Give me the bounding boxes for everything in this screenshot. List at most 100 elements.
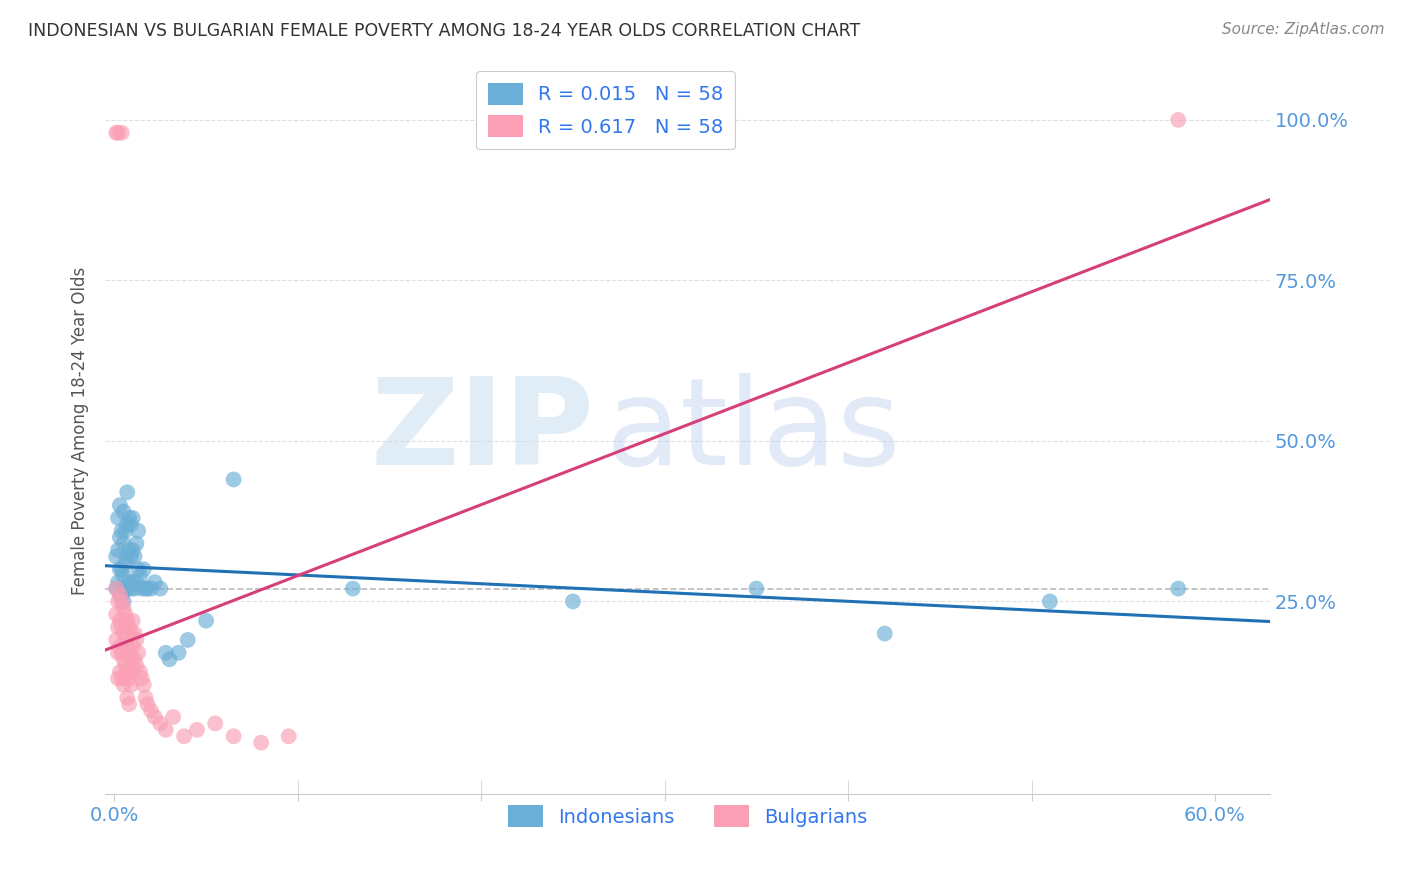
Point — [107, 126, 129, 140]
Point — [115, 485, 138, 500]
Point — [277, 729, 299, 743]
Point — [115, 549, 138, 564]
Point — [342, 582, 364, 596]
Point — [143, 575, 166, 590]
Point — [108, 640, 131, 654]
Point — [115, 582, 138, 596]
Point — [105, 126, 128, 140]
Point — [107, 594, 129, 608]
Point — [167, 646, 190, 660]
Point — [222, 472, 245, 486]
Point — [120, 582, 142, 596]
Point — [120, 549, 142, 564]
Point — [105, 549, 128, 564]
Point — [157, 652, 180, 666]
Point — [120, 626, 142, 640]
Point — [114, 658, 136, 673]
Point — [120, 678, 142, 692]
Point — [107, 620, 129, 634]
Point — [121, 665, 143, 679]
Point — [112, 600, 135, 615]
Point — [115, 640, 138, 654]
Point — [155, 646, 177, 660]
Point — [149, 716, 172, 731]
Point — [135, 582, 157, 596]
Point — [124, 582, 146, 596]
Point — [108, 498, 131, 512]
Point — [124, 626, 146, 640]
Point — [143, 710, 166, 724]
Point — [112, 594, 135, 608]
Point — [745, 582, 768, 596]
Point — [125, 658, 148, 673]
Point — [131, 672, 153, 686]
Point — [105, 582, 128, 596]
Point — [112, 504, 135, 518]
Point — [115, 517, 138, 532]
Point — [121, 511, 143, 525]
Text: INDONESIAN VS BULGARIAN FEMALE POVERTY AMONG 18-24 YEAR OLDS CORRELATION CHART: INDONESIAN VS BULGARIAN FEMALE POVERTY A… — [28, 22, 860, 40]
Point — [127, 562, 149, 576]
Point — [105, 582, 128, 596]
Point — [111, 594, 134, 608]
Point — [149, 582, 172, 596]
Point — [108, 588, 131, 602]
Point — [114, 556, 136, 570]
Y-axis label: Female Poverty Among 18-24 Year Olds: Female Poverty Among 18-24 Year Olds — [72, 268, 89, 595]
Point — [114, 607, 136, 622]
Point — [114, 524, 136, 538]
Point — [107, 575, 129, 590]
Point — [105, 632, 128, 647]
Point — [107, 646, 129, 660]
Point — [177, 632, 200, 647]
Point — [120, 652, 142, 666]
Point — [162, 710, 184, 724]
Point — [131, 582, 153, 596]
Point — [105, 607, 128, 622]
Point — [111, 126, 134, 140]
Point — [118, 697, 141, 711]
Point — [121, 575, 143, 590]
Point — [873, 626, 896, 640]
Point — [118, 543, 141, 558]
Point — [155, 723, 177, 737]
Point — [139, 704, 162, 718]
Point — [1039, 594, 1062, 608]
Point — [111, 646, 134, 660]
Point — [132, 678, 155, 692]
Point — [111, 620, 134, 634]
Point — [562, 594, 585, 608]
Point — [108, 588, 131, 602]
Point — [108, 665, 131, 679]
Point — [118, 511, 141, 525]
Point — [112, 568, 135, 582]
Point — [115, 614, 138, 628]
Point — [121, 640, 143, 654]
Point — [111, 672, 134, 686]
Point — [118, 672, 141, 686]
Point — [118, 646, 141, 660]
Point — [107, 543, 129, 558]
Text: Source: ZipAtlas.com: Source: ZipAtlas.com — [1222, 22, 1385, 37]
Point — [118, 575, 141, 590]
Point — [108, 614, 131, 628]
Point — [112, 652, 135, 666]
Point — [173, 729, 195, 743]
Point — [1167, 112, 1189, 127]
Point — [107, 511, 129, 525]
Point — [135, 690, 157, 705]
Point — [121, 614, 143, 628]
Point — [120, 517, 142, 532]
Point — [108, 562, 131, 576]
Point — [186, 723, 208, 737]
Point — [125, 632, 148, 647]
Point — [121, 543, 143, 558]
Point — [107, 672, 129, 686]
Point — [132, 562, 155, 576]
Point — [111, 562, 134, 576]
Point — [118, 620, 141, 634]
Point — [139, 582, 162, 596]
Point — [124, 652, 146, 666]
Point — [195, 614, 218, 628]
Point — [114, 582, 136, 596]
